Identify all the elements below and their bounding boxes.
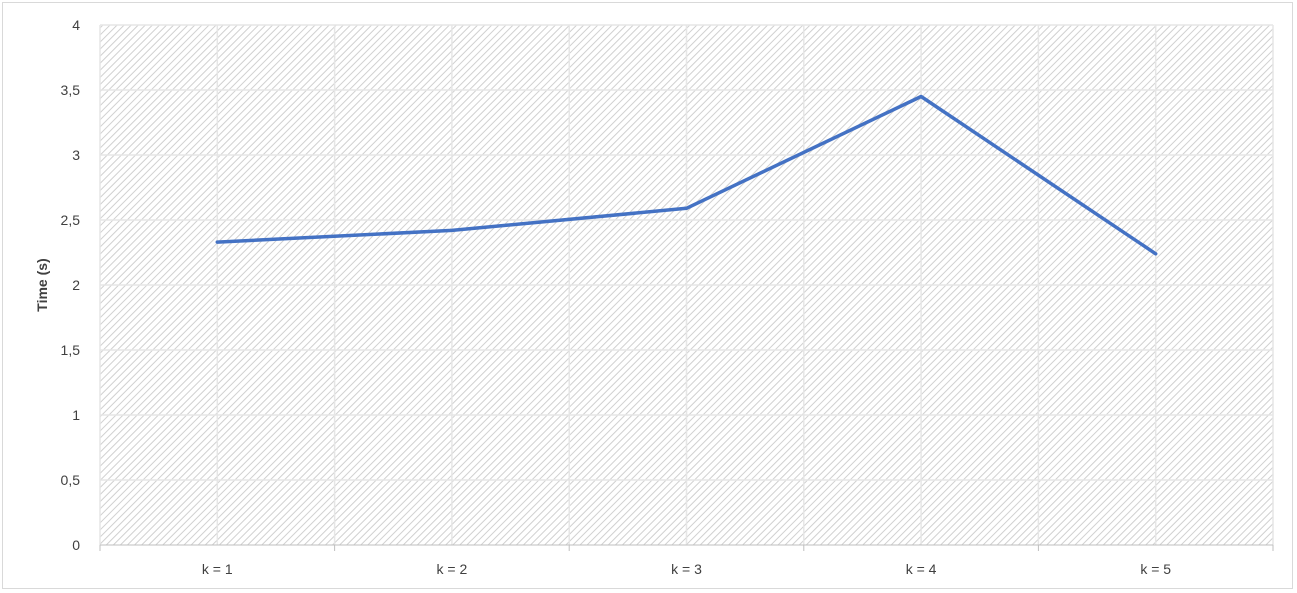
x-tick-label: k = 1 bbox=[202, 561, 233, 577]
y-axis-title: Time (s) bbox=[34, 258, 50, 311]
data-point bbox=[919, 95, 923, 98]
y-tick-label: 0,5 bbox=[61, 472, 81, 488]
y-tick-label: 2 bbox=[72, 277, 80, 293]
data-point bbox=[1154, 252, 1158, 256]
x-tick-label: k = 2 bbox=[437, 561, 468, 577]
y-tick-label: 2,5 bbox=[61, 212, 81, 228]
x-axis-ticks bbox=[99, 545, 1274, 551]
series-group bbox=[215, 94, 1158, 256]
y-tick-label: 1,5 bbox=[61, 342, 81, 358]
y-axis-tick-labels: 0 0,5 1 1,5 2 2,5 3 3,5 4 bbox=[61, 17, 81, 553]
y-tick-label: 1 bbox=[72, 407, 80, 423]
x-tick-label: k = 5 bbox=[1140, 561, 1171, 577]
data-point bbox=[450, 228, 454, 232]
y-tick-label: 3,5 bbox=[61, 82, 81, 98]
vertical-gridlines bbox=[99, 25, 1274, 545]
x-tick-label: k = 4 bbox=[906, 561, 937, 577]
data-point bbox=[685, 206, 688, 210]
y-tick-label: 3 bbox=[72, 147, 80, 163]
y-tick-label: 4 bbox=[72, 17, 80, 33]
x-axis-tick-labels: k = 1 k = 2 k = 3 k = 4 k = 5 bbox=[202, 561, 1171, 577]
data-point bbox=[215, 240, 219, 244]
x-tick-label: k = 3 bbox=[671, 561, 702, 577]
y-tick-label: 0 bbox=[72, 537, 80, 553]
